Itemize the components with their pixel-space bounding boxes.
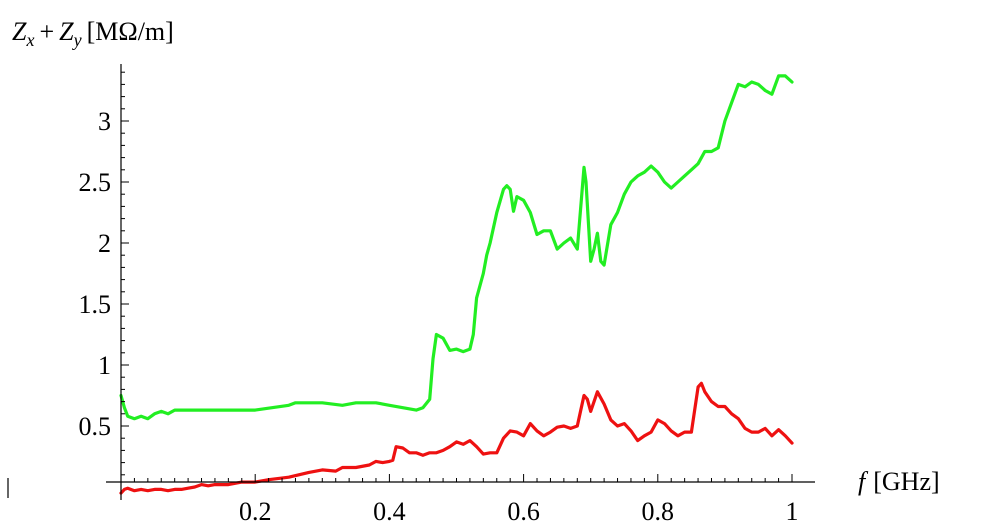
x-tick-label: 0.6 [507,497,540,526]
x-tick-label: 0.2 [239,497,272,526]
plot-area [119,74,794,495]
y-tick-label: 2 [98,229,111,258]
x-tick-label: 0.8 [642,497,675,526]
series-line [119,74,794,421]
x-title-var: f [858,467,869,496]
y-title-unit: [MΩ/m] [87,17,174,46]
green-series [119,74,794,421]
y-tick-label: 0.5 [79,412,112,441]
series-line [119,381,794,495]
y-title-var-2: Z [59,17,74,46]
y-tick-label: 2.5 [79,168,112,197]
y-axis-ticks: 0.5 1 1.5 2 2.5 3 [79,71,129,476]
x-axis-title: f [GHz] [858,467,940,496]
y-axis-title: Zx + Zy [MΩ/m] [12,17,174,50]
x-tick-label: 0.4 [373,497,406,526]
y-tick-label: 1.5 [79,290,112,319]
y-title-plus: + [39,17,54,46]
red-series [119,381,794,495]
y-title-sub-1: x [25,30,34,50]
y-tick-label: 1 [98,351,111,380]
x-tick-label: 1 [786,497,799,526]
y-title-var-1: Z [12,17,27,46]
x-title-unit: [GHz] [873,467,939,496]
y-tick-label: 3 [98,107,111,136]
x-axis-ticks: 0.2 0.4 0.6 0.8 1 [133,474,799,526]
y-title-sub-2: y [72,30,82,50]
